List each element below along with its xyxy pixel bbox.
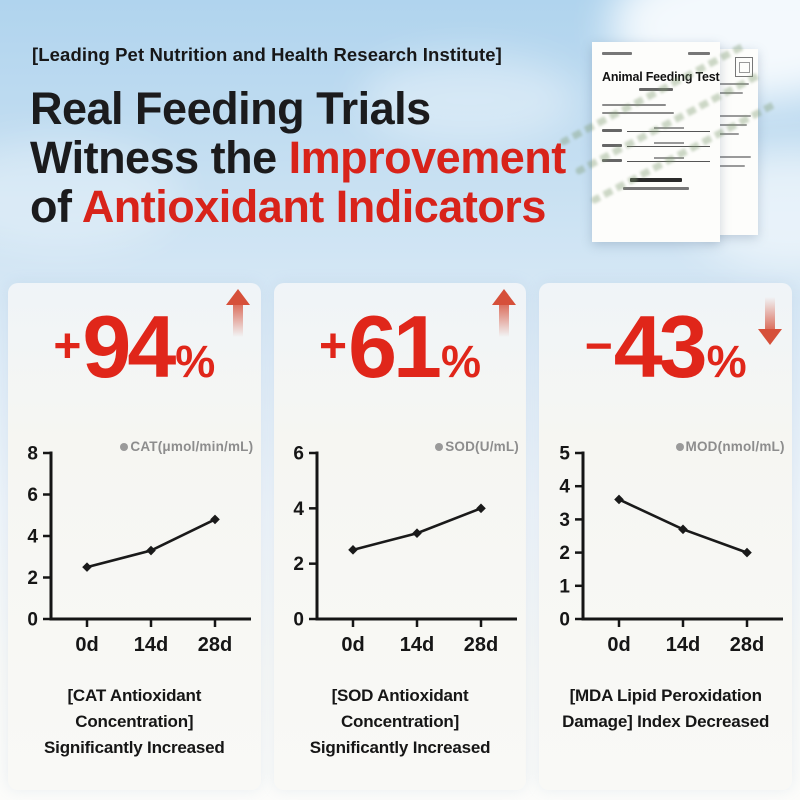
caption-line-2: Significantly Increased	[309, 738, 491, 757]
stat-value: 61	[348, 297, 442, 396]
title-line-3-black: of	[30, 181, 82, 232]
svg-text:3: 3	[559, 510, 570, 531]
legend-dot-icon	[120, 442, 129, 451]
report-page-1: Animal Feeding Test	[592, 42, 720, 242]
legend-label: CAT(μmol/min/mL)	[130, 439, 254, 454]
panel-mda: −43% 0 1 2 3 4 5 0d 14d 28d MOD(nmol/mL) [MDA Li…	[539, 283, 793, 790]
chart-legend-sod: SOD(U/mL)	[435, 439, 519, 454]
svg-text:14d: 14d	[134, 634, 168, 656]
mda-line-chart: 0 1 2 3 4 5 0d 14d 28d	[559, 444, 783, 656]
report-footer	[602, 178, 710, 190]
report-header-line	[602, 52, 710, 55]
stat-cat: +94%	[53, 289, 251, 399]
trend-up-icon	[492, 289, 516, 337]
svg-text:4: 4	[293, 499, 304, 520]
trend-up-icon	[226, 289, 251, 337]
stat-sod: +61%	[319, 289, 516, 399]
institute-kicker: [Leading Pet Nutrition and Health Resear…	[32, 44, 502, 65]
svg-text:28d: 28d	[729, 634, 763, 656]
cat-line-chart: 0 2 4 6 8 0d 14d 28d	[28, 444, 252, 656]
panel-sod: +61% 0 2 4 6 0d 14d 28d SOD(U/mL) [SOD Antioxi…	[273, 283, 527, 790]
stat-unit: %	[706, 336, 747, 387]
svg-text:0d: 0d	[76, 634, 99, 656]
caption-line-2: Significantly Increased	[44, 738, 225, 757]
chart-mda-container: 0 1 2 3 4 5 0d 14d 28d MOD(nmol/mL)	[543, 423, 789, 661]
panel-cat: +94% 0 2 4 6 8 0d 14d 28d CAT(μmol/min/mL) [CAT…	[8, 283, 261, 790]
legend-label: MOD(nmol/mL)	[685, 439, 785, 454]
svg-text:14d: 14d	[400, 634, 434, 656]
stat-value: 94	[82, 297, 176, 396]
report-title: Animal Feeding Test	[602, 70, 720, 84]
svg-text:2: 2	[559, 543, 570, 564]
stat-unit: %	[175, 336, 216, 387]
caption-mda: [MDA Lipid Peroxidation Damage] Index De…	[562, 683, 769, 735]
svg-text:6: 6	[293, 444, 304, 465]
chart-legend-cat: CAT(μmol/min/mL)	[120, 439, 253, 454]
svg-text:4: 4	[28, 527, 39, 548]
caption-line-1: [MDA Lipid Peroxidation	[569, 686, 762, 705]
cage-sketch-icon	[735, 57, 753, 77]
report-document: Animal Feeding Test	[559, 41, 779, 242]
caption-line-2: Damage] Index Decreased	[562, 712, 770, 731]
caption-line-1: [CAT Antioxidant Concentration]	[67, 686, 202, 731]
report-intro-lines	[602, 104, 710, 114]
caption-line-1: [SOD Antioxidant Concentration]	[331, 686, 469, 731]
legend-dot-icon	[435, 442, 444, 451]
stat-unit: %	[440, 336, 481, 387]
chart-sod-container: 0 2 4 6 0d 14d 28d SOD(U/mL)	[277, 423, 523, 661]
report-subtitle-line	[639, 88, 673, 91]
legend-dot-icon	[675, 442, 684, 451]
report-page-2-text-lines	[709, 83, 753, 167]
svg-text:0: 0	[28, 610, 39, 631]
svg-text:0d: 0d	[607, 634, 630, 656]
svg-text:2: 2	[28, 568, 39, 589]
svg-text:2: 2	[293, 554, 304, 575]
report-form-fields	[602, 127, 710, 162]
svg-text:0: 0	[293, 610, 304, 631]
results-panels: +94% 0 2 4 6 8 0d 14d 28d CAT(μmol/min/mL) [CAT…	[8, 283, 793, 790]
svg-text:5: 5	[559, 444, 570, 465]
svg-text:0d: 0d	[341, 634, 364, 656]
caption-cat: [CAT Antioxidant Concentration] Signific…	[8, 683, 261, 761]
caption-sod: [SOD Antioxidant Concentration] Signific…	[274, 683, 527, 761]
stat-prefix: −	[584, 320, 613, 373]
legend-label: SOD(U/mL)	[445, 439, 519, 454]
stat-prefix: +	[53, 320, 82, 373]
page-title: Real Feeding Trials Witness the Improvem…	[30, 84, 566, 231]
trend-down-icon	[757, 297, 782, 345]
svg-text:6: 6	[28, 485, 39, 506]
stat-value: 43	[613, 297, 708, 396]
svg-text:8: 8	[28, 444, 39, 465]
svg-text:14d: 14d	[665, 634, 699, 656]
stat-mda: −43%	[584, 297, 782, 399]
svg-text:0: 0	[559, 610, 570, 631]
chart-cat-container: 0 2 4 6 8 0d 14d 28d CAT(μmol/min/mL)	[11, 423, 257, 661]
svg-text:28d: 28d	[198, 634, 232, 656]
title-line-3-red: Antioxidant Indicators	[81, 181, 547, 232]
stat-prefix: +	[319, 320, 348, 373]
svg-text:4: 4	[559, 477, 570, 498]
title-line-2-red: Improvement	[288, 132, 567, 183]
svg-text:28d: 28d	[464, 634, 498, 656]
title-line-1: Real Feeding Trials	[30, 83, 431, 134]
sod-line-chart: 0 2 4 6 0d 14d 28d	[293, 444, 517, 656]
chart-legend-mda: MOD(nmol/mL)	[675, 439, 785, 454]
svg-text:1: 1	[559, 576, 570, 597]
title-line-2-black: Witness the	[30, 132, 289, 183]
